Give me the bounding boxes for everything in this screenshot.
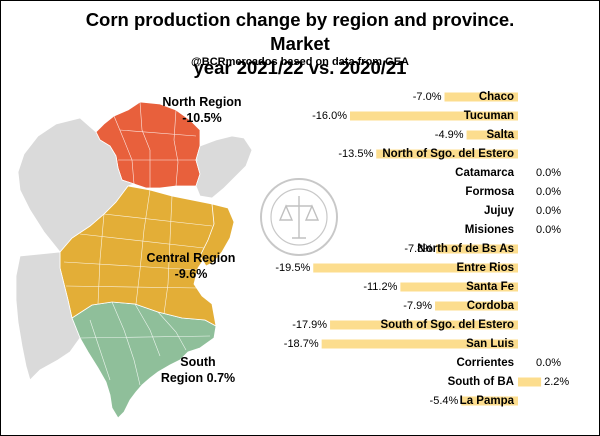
category-label: Corrientes (456, 357, 514, 369)
category-label: La Pampa (460, 395, 515, 407)
category-label: South of Sgo. del Estero (380, 319, 514, 331)
value-label: 0.0% (536, 357, 561, 369)
value-label: -7.8% (404, 243, 433, 255)
chart-subtitle: @BCRmercados based on data from GEA (191, 56, 409, 68)
category-label: Entre Rios (456, 262, 514, 274)
central-region-label: Central Region -9.6% (132, 250, 250, 282)
value-label: 0.0% (536, 167, 561, 179)
entre-rios-area (199, 203, 235, 267)
value-label: -4.9% (435, 129, 464, 141)
bar (436, 244, 518, 254)
chart-title: Corn production change by region and pro… (60, 8, 540, 80)
category-label: Salta (487, 129, 515, 141)
title-line-2: year 2021/22 vs. 2020/21 (193, 57, 407, 78)
value-label: -5.4% (430, 395, 459, 407)
north-region-label: North Region -10.5% (140, 94, 264, 126)
bar (321, 339, 518, 349)
south-region-name: South (180, 355, 216, 369)
south-region-value: Region 0.7% (160, 371, 236, 385)
other-provinces-area (17, 117, 136, 253)
category-label: Chaco (479, 91, 514, 103)
bar (518, 377, 542, 387)
value-label: 0.0% (536, 205, 561, 217)
value-label: 0.0% (536, 186, 561, 198)
category-label: Jujuy (484, 205, 515, 217)
bar (330, 320, 518, 330)
bar (400, 282, 518, 292)
category-label: Tucuman (464, 110, 514, 122)
title-line-1: Corn production change by region and pro… (85, 9, 515, 54)
central-region-name: Central Region (146, 251, 236, 265)
north-region-value: -10.5% (182, 111, 222, 125)
value-label: -19.5% (275, 262, 310, 274)
category-label: Formosa (465, 186, 514, 198)
bar (461, 396, 518, 406)
value-label: -13.5% (338, 148, 373, 160)
bar (444, 92, 518, 102)
category-label: San Luis (466, 338, 514, 350)
bar (435, 301, 518, 311)
value-label: -7.0% (413, 91, 442, 103)
value-label: -7.9% (403, 300, 432, 312)
value-label: -16.0% (312, 110, 347, 122)
value-label: -17.9% (292, 319, 327, 331)
category-label: South of BA (448, 376, 514, 388)
category-label: Santa Fe (466, 281, 514, 293)
bar (466, 130, 518, 140)
south-region-label: South Region 0.7% (150, 354, 246, 386)
bar (350, 111, 518, 121)
category-label: North of de Bs As (417, 243, 514, 255)
north-region-name: North Region (162, 95, 242, 109)
west-provinces-area (15, 251, 81, 381)
value-label: 0.0% (536, 224, 561, 236)
value-label: -11.2% (363, 281, 397, 293)
category-label: Cordoba (467, 300, 515, 312)
bar (313, 263, 518, 273)
category-label: North of Sgo. del Estero (382, 148, 514, 160)
value-label: -18.7% (284, 338, 319, 350)
argentina-region-map (15, 101, 253, 419)
seal-watermark (260, 178, 338, 256)
department-borders (63, 101, 213, 386)
value-label: 2.2% (544, 376, 569, 388)
category-label: Misiones (465, 224, 514, 236)
bar (376, 149, 518, 159)
category-label: Catamarca (455, 167, 514, 179)
central-region-value: -9.6% (174, 267, 208, 281)
northeast-provinces-area (195, 135, 253, 199)
